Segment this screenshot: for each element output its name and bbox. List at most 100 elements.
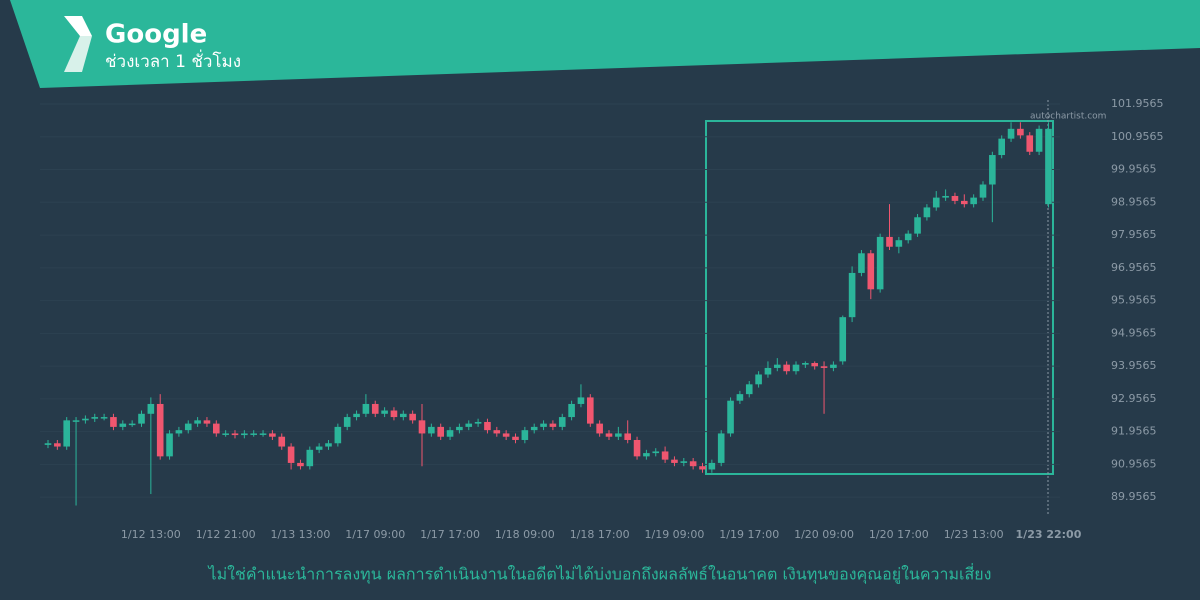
candle-body	[530, 426, 538, 431]
candle-body	[1017, 128, 1024, 136]
candle-body	[222, 433, 229, 435]
candle-body	[774, 364, 781, 368]
candle-body	[110, 417, 117, 427]
x-tick-label: 1/23 13:00	[944, 528, 1004, 541]
candle-body	[91, 417, 99, 419]
x-tick-label: 1/19 17:00	[719, 528, 779, 541]
candle-body	[951, 195, 959, 201]
candle-body	[156, 403, 164, 457]
y-tick-label: 94.9565	[1111, 326, 1157, 339]
candle-body	[147, 403, 155, 414]
candle-body	[820, 366, 828, 368]
candle-body	[680, 461, 688, 463]
candle-body	[1007, 128, 1015, 139]
candle-body	[334, 426, 342, 444]
candle-body	[727, 400, 734, 434]
candle-body	[708, 462, 716, 470]
candle-body	[1045, 128, 1052, 205]
candle-body	[858, 253, 865, 273]
candle-body	[643, 453, 650, 457]
candle-body	[932, 197, 940, 208]
candle-body	[390, 410, 398, 418]
candle-body	[1035, 128, 1043, 152]
candle-body	[493, 430, 501, 434]
candle-body	[717, 433, 725, 463]
candle-body	[615, 433, 622, 437]
y-tick-label: 100.9565	[1111, 130, 1164, 143]
logo	[64, 16, 92, 72]
candle-body	[362, 403, 370, 414]
x-tick-label: 1/20 09:00	[794, 528, 854, 541]
candle-body	[166, 433, 173, 457]
candle-body	[736, 394, 744, 401]
candle-body	[72, 420, 80, 422]
candle-body	[895, 240, 903, 247]
candle-body	[605, 433, 613, 437]
y-tick-label: 90.9565	[1111, 457, 1157, 470]
candle-body	[839, 317, 847, 362]
candle-body	[213, 423, 220, 434]
candle-body	[269, 433, 276, 437]
candle-body	[44, 443, 52, 445]
candle-body	[353, 413, 360, 418]
candle-body	[325, 443, 332, 447]
candle-body	[923, 207, 931, 218]
candle-body	[521, 430, 529, 440]
candle-body	[400, 413, 407, 418]
candle-body	[437, 426, 444, 437]
candle-body	[456, 426, 463, 431]
candle-body	[241, 433, 248, 436]
y-tick-label: 96.9565	[1111, 261, 1157, 274]
candle-body	[203, 420, 211, 424]
candle-body	[175, 430, 183, 434]
candle-body	[699, 466, 706, 470]
candle-body	[830, 364, 837, 368]
x-tick-label: 1/17 17:00	[420, 528, 480, 541]
x-tick-label: 1/12 21:00	[196, 528, 256, 541]
candle-body	[315, 446, 323, 450]
candle-body	[886, 236, 893, 247]
candle-body	[596, 423, 603, 434]
candle-body	[970, 197, 977, 205]
header-title: Google	[105, 20, 207, 50]
candle-body	[474, 421, 482, 424]
candle-body	[689, 461, 697, 467]
candle-body	[652, 451, 660, 454]
candle-body	[904, 233, 912, 241]
candle-body	[745, 384, 753, 395]
candle-body	[63, 420, 70, 447]
y-tick-label: 89.9565	[1111, 490, 1157, 503]
candle-body	[484, 421, 491, 431]
candle-body	[942, 195, 949, 198]
x-tick-label: 1/17 09:00	[345, 528, 405, 541]
disclaimer: ไม่ใช่คำแนะนำการลงทุน ผลการดำเนินงานในอด…	[207, 563, 992, 585]
candle-body	[540, 423, 547, 427]
candle-body	[278, 436, 286, 447]
candle-body	[961, 200, 968, 205]
pattern-box	[705, 120, 1054, 475]
x-tick-label: 1/13 13:00	[270, 528, 330, 541]
candle-body	[1026, 135, 1034, 152]
candle-body	[54, 443, 61, 447]
y-tick-label: 101.9565	[1111, 97, 1164, 110]
candle-body	[998, 138, 1005, 156]
x-tick-label: 1/12 13:00	[121, 528, 181, 541]
candle-body	[250, 433, 257, 435]
candle-body	[661, 451, 669, 460]
candle-body	[306, 449, 314, 467]
x-tick-label: 1/23 22:00	[1016, 528, 1082, 541]
candle-body	[446, 430, 454, 437]
candle-body	[297, 462, 304, 467]
candle-body	[502, 433, 510, 437]
y-tick-label: 98.9565	[1111, 195, 1157, 208]
candle-body	[671, 459, 678, 463]
candle-body	[755, 374, 762, 385]
candle-body	[979, 184, 987, 198]
candle-body	[848, 272, 856, 318]
candle-body	[138, 413, 145, 424]
plot: 89.9565 90.9565 91.9565 92.9565 93.9565 94.95…	[40, 97, 1164, 541]
y-tick-label: 93.9565	[1111, 359, 1157, 372]
y-tick-label: 97.9565	[1111, 228, 1157, 241]
candle-body	[343, 417, 351, 427]
